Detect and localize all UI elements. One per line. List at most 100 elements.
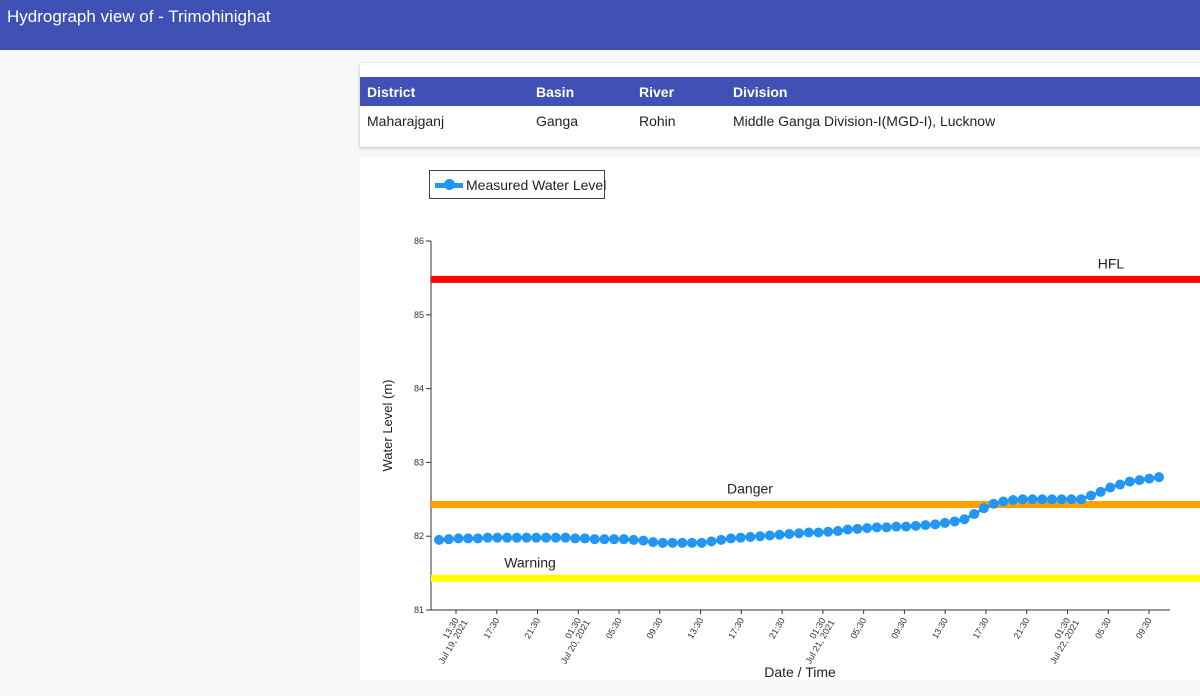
data-point (910, 520, 921, 531)
y-tick-label: 83 (414, 457, 424, 467)
data-point (599, 534, 610, 545)
x-tick-label: 09:30 (645, 616, 665, 641)
data-point (579, 533, 590, 544)
data-point (716, 534, 727, 545)
data-point (521, 532, 532, 543)
data-point (862, 523, 873, 534)
x-tick-label: 09:30 (1134, 616, 1154, 641)
data-point (978, 503, 989, 514)
data-point (988, 498, 999, 509)
data-point (823, 526, 834, 537)
data-point (482, 532, 493, 543)
data-point (755, 531, 766, 542)
data-point (706, 536, 717, 547)
data-point (871, 522, 882, 533)
data-point (803, 527, 814, 538)
data-point (1144, 473, 1155, 484)
data-point (502, 532, 513, 543)
legend-label: Measured Water Level (466, 177, 607, 193)
data-point (443, 534, 454, 545)
data-point (1027, 494, 1038, 505)
data-point (1056, 494, 1067, 505)
data-point (1085, 490, 1096, 501)
basin-cell: Ganga (536, 113, 579, 129)
data-point (784, 528, 795, 539)
data-point (1017, 494, 1028, 505)
data-point (813, 527, 824, 538)
data-point (589, 534, 600, 545)
column-header-district: District (367, 84, 416, 100)
reference-label-warning: Warning (504, 554, 556, 570)
reference-label-hfl: HFL (1098, 255, 1125, 271)
x-tick-label: 13:30 (930, 616, 950, 641)
data-point (696, 537, 707, 548)
table-header-row: District Basin River Division (360, 77, 1200, 106)
data-point (901, 521, 912, 532)
data-point (949, 516, 960, 527)
reference-label-danger: Danger (727, 480, 773, 496)
data-point (794, 528, 804, 539)
data-point (1037, 494, 1048, 505)
column-header-division: Division (733, 84, 788, 100)
data-point (832, 526, 843, 537)
data-point (570, 533, 581, 544)
data-point (511, 532, 522, 543)
data-point (560, 532, 571, 543)
x-tick-label: 13:30 (685, 616, 705, 641)
data-point (434, 534, 444, 545)
data-point (609, 534, 620, 545)
data-point (1134, 475, 1145, 486)
river-cell: Rohin (639, 113, 676, 129)
data-point (686, 537, 697, 548)
data-point (852, 523, 863, 534)
data-point (1124, 476, 1135, 487)
data-point (677, 537, 688, 548)
y-tick-label: 82 (414, 531, 424, 541)
data-point (939, 517, 950, 528)
column-header-basin: Basin (536, 84, 575, 100)
data-point (1115, 479, 1126, 490)
x-tick-label: 05:30 (604, 616, 624, 641)
x-tick-label: 21:30 (522, 616, 542, 641)
data-point (492, 532, 503, 543)
data-point (1095, 486, 1106, 497)
x-tick-label: 17:30 (482, 616, 502, 641)
data-point (959, 514, 970, 525)
legend-line-marker-icon (435, 179, 463, 191)
x-tick-label: 21:30 (767, 616, 787, 641)
data-point (774, 529, 785, 540)
chart-legend[interactable]: Measured Water Level (429, 170, 607, 199)
data-point (541, 532, 552, 543)
data-point (638, 535, 649, 546)
data-point (842, 524, 853, 535)
y-tick-label: 81 (414, 605, 424, 615)
data-point (463, 533, 474, 544)
data-point (920, 520, 931, 531)
data-point (628, 534, 639, 545)
x-tick-label: 17:30 (726, 616, 746, 641)
station-info-card: District Basin River Division Maharajgan… (360, 63, 1200, 147)
data-point (881, 522, 892, 533)
page-title: Hydrograph view of - Trimohinighat (7, 7, 271, 26)
data-point (1066, 494, 1077, 505)
data-point (1154, 472, 1164, 483)
data-point (648, 537, 659, 548)
x-tick-label: 09:30 (889, 616, 909, 641)
y-axis-label: Water Level (m) (380, 380, 395, 472)
data-point (657, 537, 668, 548)
data-point (725, 533, 736, 544)
x-tick-label: 17:30 (971, 616, 991, 641)
data-point (618, 534, 629, 545)
x-tick-label: 05:30 (1093, 616, 1113, 641)
data-point (550, 532, 561, 543)
district-cell: Maharajganj (367, 113, 445, 129)
x-axis-label: Date / Time (764, 664, 836, 680)
data-point (745, 531, 756, 542)
data-point (891, 521, 902, 532)
data-point (453, 533, 464, 544)
data-point (764, 530, 775, 541)
data-point (531, 532, 542, 543)
y-tick-label: 84 (414, 384, 424, 394)
data-point (998, 496, 1009, 507)
